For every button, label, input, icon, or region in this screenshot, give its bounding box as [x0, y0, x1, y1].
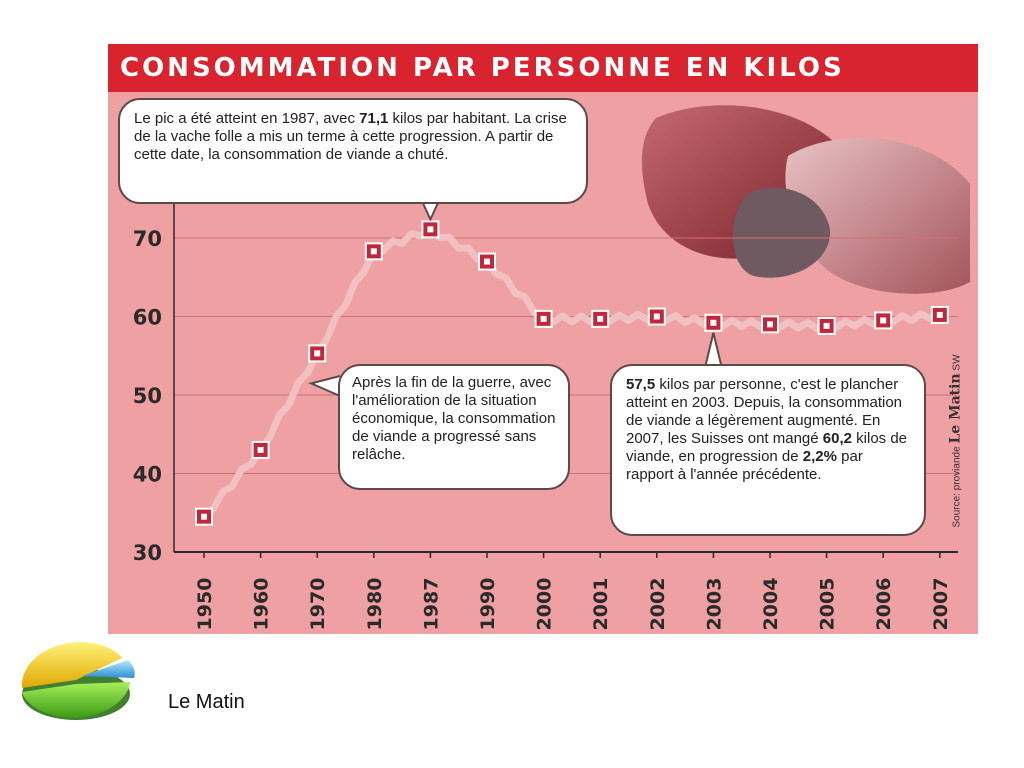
data-point-center — [201, 513, 207, 520]
callout-floor-text-1: kilos par personne, c'est le plancher at… — [626, 376, 902, 447]
pointer-peak — [421, 201, 440, 222]
x-tick-label: 2004 — [760, 578, 782, 631]
callout-floor-text-2: kilos de viande, en progression de — [626, 430, 908, 465]
series-line-path — [200, 225, 944, 521]
chart-title: CONSOMMATION PAR PERSONNE EN KILOS — [108, 44, 978, 92]
data-point-center — [653, 313, 660, 320]
callout-peak-text-2: kilos par habitant. La crise de la vache… — [134, 110, 567, 163]
x-tick-label: 2006 — [873, 578, 895, 631]
data-markers — [195, 220, 949, 526]
x-tick-label: 2005 — [817, 578, 839, 631]
data-point-center — [767, 321, 773, 328]
x-tick-label: 1970 — [307, 578, 329, 631]
source-brand: Le Matin — [947, 373, 964, 444]
axes — [173, 198, 958, 558]
data-point-center — [484, 258, 490, 265]
callout-floor: 57,5 kilos par personne, c'est le planch… — [610, 364, 926, 536]
callout-floor-value-3: 2,2% — [802, 448, 837, 465]
source-suffix: SW — [951, 354, 963, 374]
pointer-postwar — [308, 375, 341, 397]
callout-floor-text-3: par rapport à l'année précédente. — [626, 448, 863, 483]
callout-postwar: Après la fin de la guerre, avec l'amélio… — [338, 364, 570, 490]
y-tick-label: 30 — [133, 541, 162, 565]
data-point-center — [370, 248, 377, 255]
data-point-center — [540, 315, 547, 322]
x-tick-label: 2000 — [534, 578, 556, 631]
x-tick-label: 2003 — [703, 578, 725, 631]
data-point-center — [314, 350, 321, 357]
callout-peak: Le pic a été atteint en 1987, avec 71,1 … — [118, 98, 588, 204]
data-point-center — [710, 319, 717, 326]
y-tick-label: 70 — [133, 227, 162, 251]
y-tick-labels: 30 40 50 60 70 — [133, 227, 162, 565]
chart-panel: CONSOMMATION PAR PERSONNE EN KILOS 30 40 5… — [108, 44, 978, 634]
callout-floor-value-2: 60,2 — [822, 430, 852, 447]
series-line — [200, 225, 944, 521]
pie-chart-logo-icon — [21, 642, 135, 720]
meat-illustration — [641, 105, 970, 294]
y-tick-label: 50 — [133, 384, 162, 408]
y-tick-label: 40 — [133, 463, 162, 487]
x-tick-labels: 1950 1960 1970 1980 1987 1990 2000 2001 2002 2003… — [194, 578, 952, 631]
x-tick-label: 2007 — [930, 578, 952, 631]
data-point-center — [427, 226, 434, 233]
source-credit: Source: proviande Le Matin SW — [940, 336, 970, 546]
data-point-center — [823, 322, 830, 329]
data-point-center — [936, 311, 943, 318]
figure-caption: Le Matin — [168, 691, 245, 713]
data-point-center — [880, 317, 887, 324]
callout-peak-value: 71,1 — [359, 110, 389, 127]
callout-pointers — [308, 201, 723, 397]
x-tick-label: 1960 — [251, 578, 273, 631]
callout-floor-value-1: 57,5 — [626, 376, 656, 393]
source-prefix: Source: proviande — [951, 443, 963, 528]
x-tick-label: 2001 — [590, 578, 612, 631]
x-tick-label: 1950 — [194, 578, 216, 631]
x-tick-label: 1987 — [420, 578, 442, 631]
data-point-center — [257, 446, 264, 453]
callout-postwar-text: Après la fin de la guerre, avec l'amélio… — [352, 374, 556, 463]
x-tick-label: 1990 — [477, 578, 499, 631]
y-tick-label: 60 — [133, 306, 162, 330]
pointer-floor — [704, 332, 723, 367]
data-point-center — [597, 315, 604, 322]
x-tick-label: 2002 — [647, 578, 669, 631]
callout-peak-text-1: Le pic a été atteint en 1987, avec — [134, 110, 360, 127]
x-tick-label: 1980 — [364, 578, 386, 631]
